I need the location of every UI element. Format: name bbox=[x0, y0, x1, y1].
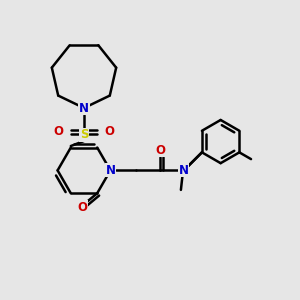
Text: N: N bbox=[79, 101, 89, 115]
Text: N: N bbox=[105, 164, 116, 177]
Text: O: O bbox=[77, 201, 87, 214]
Text: O: O bbox=[155, 143, 165, 157]
Text: O: O bbox=[104, 125, 114, 138]
Text: N: N bbox=[179, 164, 189, 177]
Text: O: O bbox=[54, 125, 64, 138]
Text: S: S bbox=[80, 128, 88, 142]
